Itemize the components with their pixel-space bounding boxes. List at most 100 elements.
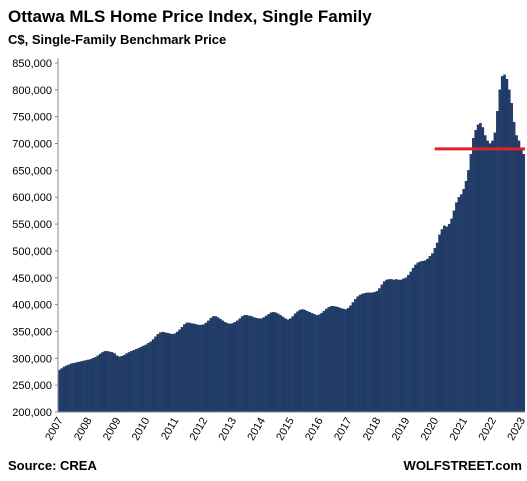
y-tick-label: 250,000 — [12, 380, 52, 392]
bar — [171, 333, 174, 413]
bar — [113, 353, 116, 413]
x-tick-label: 2015 — [274, 416, 297, 443]
bar — [469, 154, 473, 413]
x-tick-label: 2017 — [332, 416, 355, 443]
bar — [252, 317, 256, 413]
bar — [151, 339, 155, 413]
x-tick-label: 2021 — [448, 416, 471, 443]
bar — [219, 318, 222, 413]
bar — [139, 346, 143, 413]
bar — [332, 306, 335, 413]
bar — [493, 132, 497, 413]
bar — [106, 351, 109, 413]
bar — [517, 140, 521, 413]
bar — [144, 344, 148, 413]
bar — [67, 364, 71, 413]
bar — [264, 315, 268, 413]
bar — [60, 368, 63, 413]
bar — [236, 320, 239, 413]
bar — [180, 327, 184, 413]
bar — [82, 360, 85, 413]
x-tick-label: 2010 — [130, 416, 153, 443]
bar — [130, 351, 133, 413]
bar — [226, 323, 229, 413]
bar — [91, 358, 95, 413]
bar — [272, 311, 275, 413]
y-tick-label: 600,000 — [12, 192, 52, 204]
bar — [84, 360, 87, 413]
bar — [101, 352, 104, 413]
bar — [349, 305, 352, 413]
bar — [464, 180, 468, 413]
bar — [505, 78, 509, 413]
bar — [163, 332, 167, 413]
x-tick-label: 2012 — [188, 416, 211, 443]
bar — [245, 315, 249, 413]
bar — [315, 315, 319, 413]
bar — [250, 316, 254, 413]
bar — [197, 324, 201, 413]
bar — [423, 260, 427, 413]
y-tick-label: 450,000 — [12, 273, 52, 285]
bar — [301, 309, 304, 413]
bar — [115, 355, 119, 413]
bar — [267, 314, 270, 413]
bar — [397, 279, 400, 413]
bar — [481, 127, 485, 413]
bar — [407, 274, 410, 413]
bar — [233, 322, 237, 413]
bar — [286, 319, 290, 413]
bar — [260, 318, 263, 413]
y-tick-label: 350,000 — [12, 326, 52, 338]
bar — [399, 279, 403, 413]
y-tick-label: 300,000 — [12, 353, 52, 365]
bar — [221, 320, 225, 413]
bar — [86, 359, 90, 413]
bar — [216, 317, 220, 413]
bar — [122, 354, 126, 413]
bar — [522, 154, 526, 413]
bar — [508, 89, 511, 413]
bar — [79, 361, 83, 413]
bar — [277, 313, 280, 413]
bar — [334, 306, 338, 413]
bar — [462, 189, 465, 413]
bar — [346, 308, 350, 413]
bar — [387, 279, 391, 413]
y-tick-label: 500,000 — [12, 246, 52, 258]
bar — [366, 292, 369, 413]
y-tick-label: 200,000 — [12, 407, 52, 419]
bar — [390, 279, 393, 413]
bar — [344, 309, 347, 413]
bar — [459, 194, 463, 413]
bar — [409, 271, 412, 413]
bar — [421, 260, 424, 413]
bar — [161, 331, 164, 413]
bar — [472, 138, 475, 413]
bar — [149, 341, 152, 413]
bar — [142, 345, 145, 413]
bar — [378, 288, 381, 413]
bar — [137, 347, 140, 413]
source: Source: CREA — [8, 458, 97, 473]
y-tick-label: 400,000 — [12, 300, 52, 312]
bar — [361, 293, 364, 413]
bar — [228, 323, 232, 413]
bar — [438, 234, 441, 413]
bar — [479, 122, 482, 413]
bar — [443, 225, 446, 413]
bar — [325, 308, 328, 413]
bar — [190, 323, 193, 413]
bar — [72, 362, 75, 413]
bar — [187, 322, 191, 413]
bar — [317, 314, 321, 413]
bar — [185, 322, 189, 413]
y-tick-label: 750,000 — [12, 112, 52, 124]
bar — [77, 361, 80, 413]
bar — [484, 135, 487, 413]
bar — [279, 315, 282, 413]
bar — [329, 306, 333, 413]
bar — [154, 336, 157, 413]
bar — [207, 320, 210, 413]
bar — [310, 313, 314, 413]
